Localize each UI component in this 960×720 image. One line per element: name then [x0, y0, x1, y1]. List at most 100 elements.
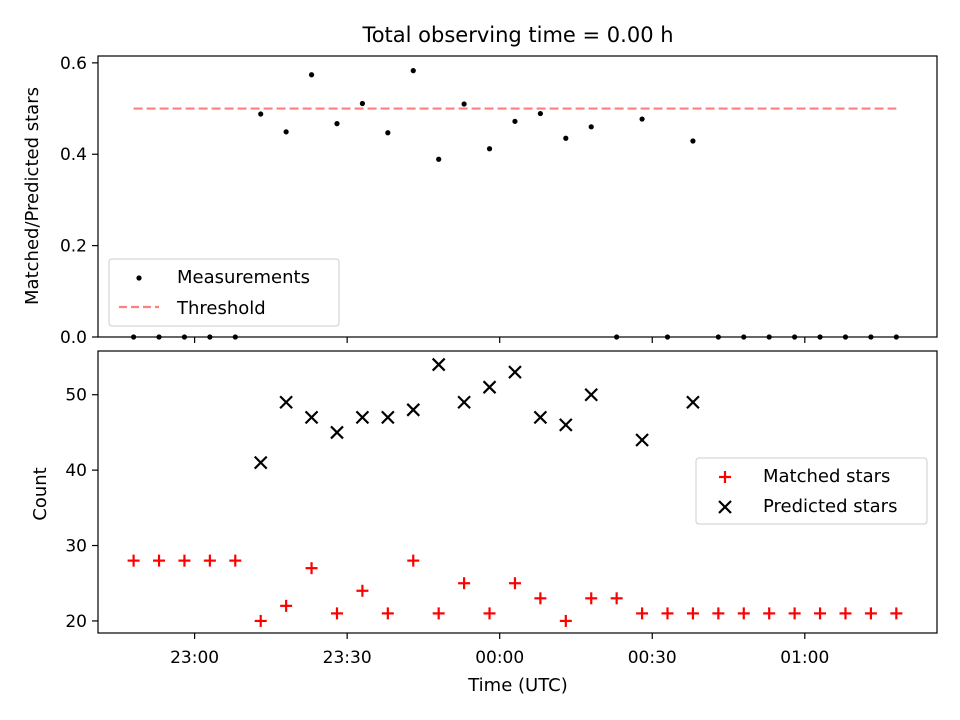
legend-label-threshold: Threshold	[176, 298, 266, 319]
predicted-stars-point	[457, 395, 471, 410]
matched-stars-point	[788, 607, 801, 620]
predicted-stars-point	[482, 380, 497, 394]
predicted-stars-point	[431, 357, 446, 372]
predicted-stars-point	[406, 403, 421, 417]
top-axes-frame	[97, 55, 938, 338]
matched-stars-point	[508, 577, 521, 590]
predicted-stars-point	[253, 455, 268, 470]
legend-label-predicted-stars: Predicted stars	[763, 496, 897, 517]
x-tick-label: 00:00	[475, 648, 524, 668]
matched-stars-point	[203, 554, 216, 567]
measurement-point	[283, 129, 289, 135]
top-axes: 0.0 0.2 0.4 0.6 Matched/Predicted stars Mea…	[22, 54, 938, 348]
x-tick-label: 01:00	[780, 648, 829, 668]
matched-stars-point	[178, 554, 191, 567]
predicted-stars-point	[584, 387, 599, 402]
top-series	[130, 68, 899, 340]
predicted-stars-point	[686, 395, 700, 410]
top-y-tick-label: 0.6	[60, 54, 87, 74]
bottom-y-tick-label: 20	[65, 612, 87, 632]
measurement-point	[512, 118, 518, 124]
x-axis-label: Time (UTC)	[467, 675, 568, 696]
matched-stars-point	[229, 554, 242, 567]
top-y-axis-label: Matched/Predicted stars	[22, 87, 43, 305]
measurement-point	[537, 110, 543, 117]
measurement-point	[410, 68, 416, 74]
bottom-y-tick-label: 30	[65, 537, 87, 557]
legend-marker-matched-stars	[719, 471, 731, 483]
matched-stars-point	[585, 592, 598, 605]
matched-stars-point	[458, 577, 471, 590]
measurement-point	[359, 100, 366, 107]
matched-stars-point	[864, 607, 877, 620]
predicted-stars-point	[635, 433, 649, 447]
top-legend: Measurements Threshold	[108, 258, 340, 327]
legend-label-measurements: Measurements	[177, 267, 310, 288]
top-y-tick-label: 0.0	[60, 328, 87, 348]
matched-stars-point	[737, 607, 750, 620]
top-legend-box	[108, 258, 340, 327]
measurement-point	[308, 72, 315, 78]
predicted-stars-point	[330, 425, 344, 440]
matched-stars-point	[153, 554, 166, 567]
measurement-point	[436, 156, 442, 162]
measurement-point	[486, 146, 493, 152]
matched-stars-point	[254, 614, 267, 627]
matched-stars-point	[763, 607, 776, 620]
x-tick-label: 00:30	[628, 648, 677, 668]
matched-stars-point	[814, 607, 827, 620]
bottom-x-ticks: 23:00 23:30 00:00 00:30 01:00	[170, 633, 829, 668]
bottom-y-ticks: 20 30 40 50	[65, 386, 98, 632]
figure-title: Total observing time = 0.00 h	[361, 23, 673, 47]
predicted-stars-point	[533, 410, 548, 425]
matched-stars-point	[610, 592, 623, 605]
matched-stars-point	[534, 592, 547, 605]
predicted-stars-point	[279, 395, 293, 410]
predicted-stars-point	[559, 418, 573, 432]
measurement-point	[690, 138, 696, 144]
top-y-ticks: 0.0 0.2 0.4 0.6	[60, 54, 98, 348]
matched-stars-point	[686, 607, 699, 620]
top-x-ticks	[194, 337, 806, 343]
bottom-y-tick-label: 50	[65, 386, 87, 406]
predicted-stars-point	[381, 410, 395, 425]
measurement-point	[563, 135, 569, 141]
bottom-y-axis-label: Count	[30, 467, 51, 520]
predicted-stars-point	[508, 365, 522, 379]
top-y-tick-label: 0.4	[60, 145, 87, 165]
measurement-point	[334, 121, 340, 127]
matched-stars-point	[356, 584, 369, 597]
matched-stars-point	[127, 554, 140, 567]
matched-stars-point	[839, 607, 852, 620]
matched-stars-point	[890, 607, 903, 620]
bottom-legend-box	[695, 457, 928, 525]
top-y-tick-label: 0.2	[60, 237, 87, 257]
matched-stars-point	[432, 607, 445, 620]
measurement-point	[639, 116, 645, 122]
matched-stars-point	[330, 607, 343, 620]
bottom-series	[127, 357, 903, 627]
measurement-point	[258, 111, 264, 117]
bottom-y-tick-label: 40	[65, 461, 87, 481]
legend-label-matched-stars: Matched stars	[763, 466, 890, 487]
predicted-stars-point	[304, 410, 319, 425]
measurement-point	[461, 101, 467, 107]
matched-stars-point	[559, 614, 572, 627]
matched-stars-point	[305, 562, 318, 575]
bottom-legend: Matched stars Predicted stars	[695, 457, 928, 525]
matched-stars-point	[483, 607, 496, 620]
matched-stars-point	[280, 599, 293, 612]
legend-marker-predicted-stars	[718, 500, 732, 514]
x-tick-label: 23:30	[323, 648, 372, 668]
matched-stars-point	[712, 607, 725, 620]
x-tick-label: 23:00	[170, 648, 219, 668]
measurement-point	[588, 124, 594, 130]
legend-marker-measurements	[136, 275, 142, 281]
matched-stars-point	[381, 607, 394, 620]
matched-stars-point	[661, 607, 674, 620]
bottom-axes: 20 30 40 50 23:00 23:30 00:00 00:30 01:00 Count…	[30, 350, 938, 696]
matched-stars-point	[407, 554, 420, 567]
bottom-axes-frame	[97, 350, 938, 634]
predicted-stars-point	[355, 410, 370, 425]
